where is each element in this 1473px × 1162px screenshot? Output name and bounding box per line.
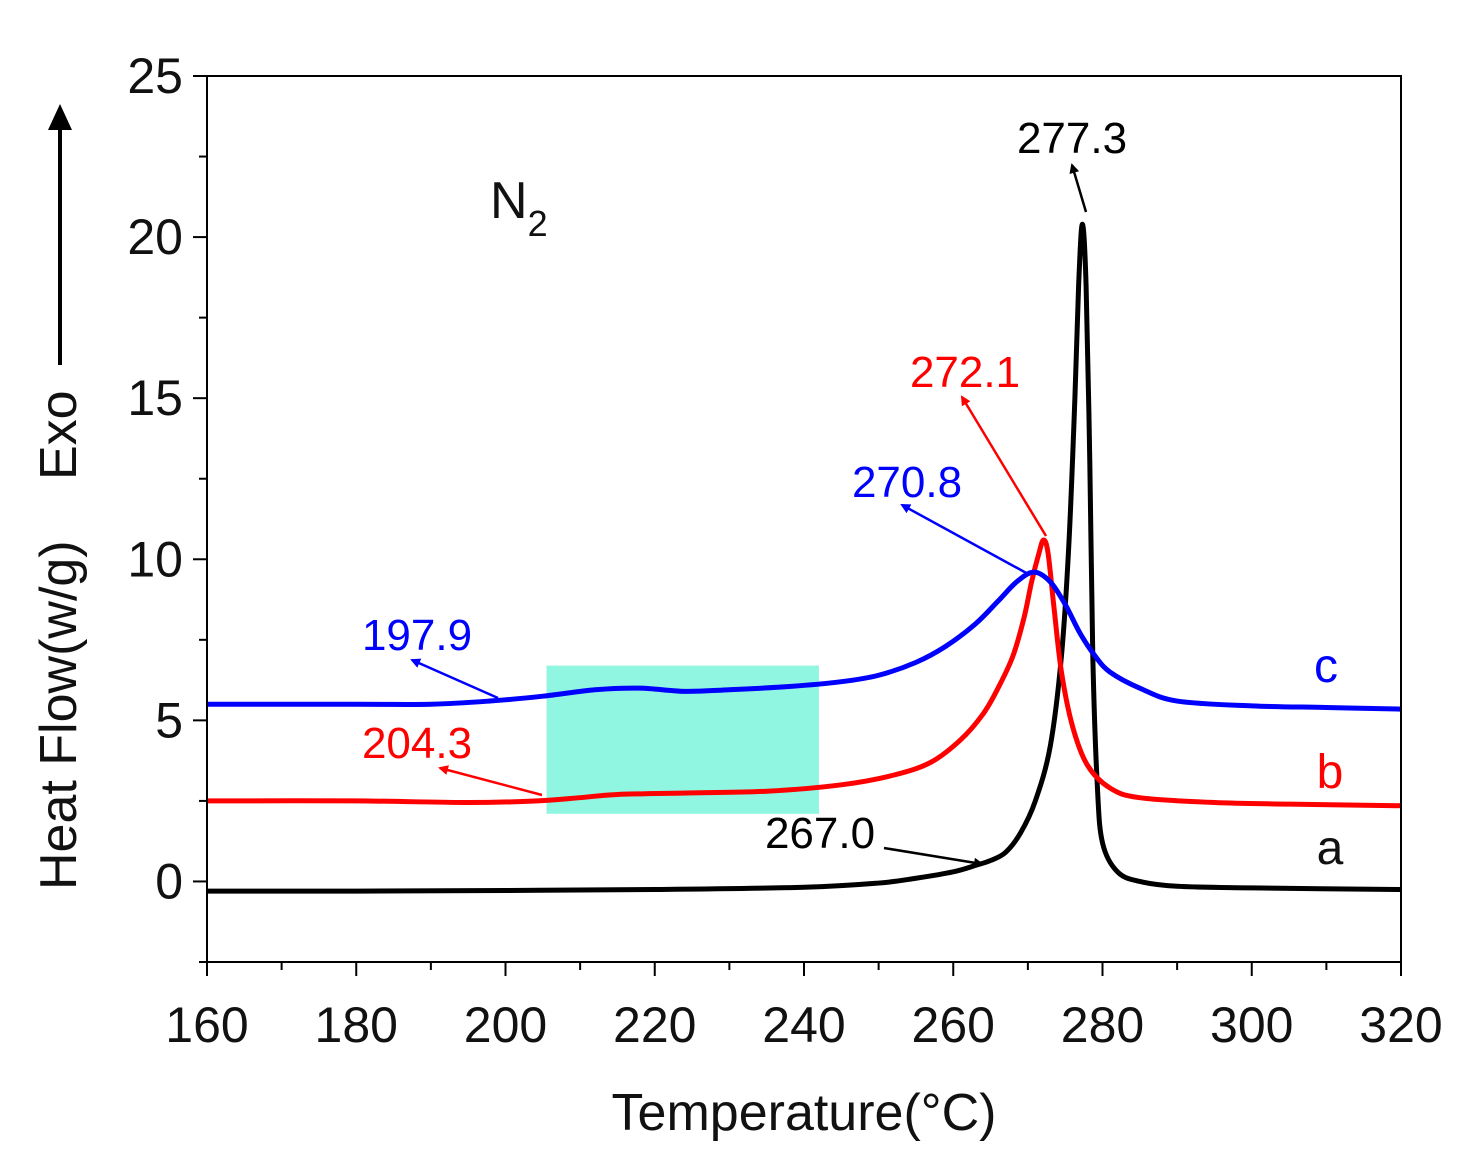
peak-annotation-arrow: [438, 765, 543, 797]
atmosphere-label: N2: [490, 172, 548, 244]
peak-annotation-label: 272.1: [910, 348, 1020, 397]
x-axis-ticks: 160 180 200 220 240 260 280 300 320: [165, 962, 1443, 1053]
y-tick-label: 5: [155, 692, 183, 748]
peak-annotation-label: 197.9: [362, 611, 472, 660]
y-tick-label: 0: [155, 853, 183, 909]
y-axis-exo-label: Exo: [30, 390, 88, 480]
curve-label-a: a: [1317, 822, 1344, 875]
peak-annotation-arrow: [960, 395, 1048, 537]
peak-annotation-arrow: [883, 846, 984, 868]
curve-labels: abc: [1314, 640, 1344, 875]
x-tick-label: 260: [912, 997, 995, 1053]
x-tick-label: 300: [1210, 997, 1293, 1053]
y-axis-title: Heat Flow(w/g): [30, 540, 88, 890]
peak-annotation-arrow: [900, 503, 1031, 577]
series-line-b: [206, 537, 1402, 809]
peak-annotation-label: 277.3: [1017, 114, 1127, 163]
x-axis-title: Temperature(°C): [612, 1084, 997, 1142]
peak-annotation-arrow: [1069, 163, 1088, 213]
y-tick-label: 20: [127, 209, 183, 265]
x-tick-label: 280: [1061, 997, 1144, 1053]
atmosphere-label-subscript: 2: [528, 203, 548, 244]
peak-annotation-arrow: [410, 658, 499, 700]
y-tick-label: 15: [127, 370, 183, 426]
x-tick-label: 200: [464, 997, 547, 1053]
curves-group: [206, 221, 1402, 894]
atmosphere-label-main: N: [490, 172, 528, 230]
peak-annotation-label: 270.8: [852, 458, 962, 507]
peak-annotations: 277.3 272.1 270.8 197.9 204.3 267.0: [362, 114, 1127, 868]
curve-label-b: b: [1317, 746, 1344, 799]
x-tick-label: 220: [613, 997, 696, 1053]
curve-label-c: c: [1314, 640, 1338, 693]
x-tick-label: 180: [315, 997, 398, 1053]
y-tick-label: 10: [127, 531, 183, 587]
x-tick-label: 320: [1359, 997, 1442, 1053]
y-axis-title-group: Heat Flow(w/g) Exo: [30, 104, 88, 890]
y-tick-label: 25: [127, 48, 183, 104]
peak-annotation-label: 267.0: [765, 809, 875, 858]
x-tick-label: 240: [762, 997, 845, 1053]
y-axis-ticks: 0 5 10 15 20 25: [127, 48, 207, 963]
series-line-a: [206, 221, 1402, 894]
peak-annotation-label: 204.3: [362, 719, 472, 768]
exo-arrow-head: [48, 104, 72, 130]
x-tick-label: 160: [165, 997, 248, 1053]
series-line-c: [207, 569, 1402, 712]
